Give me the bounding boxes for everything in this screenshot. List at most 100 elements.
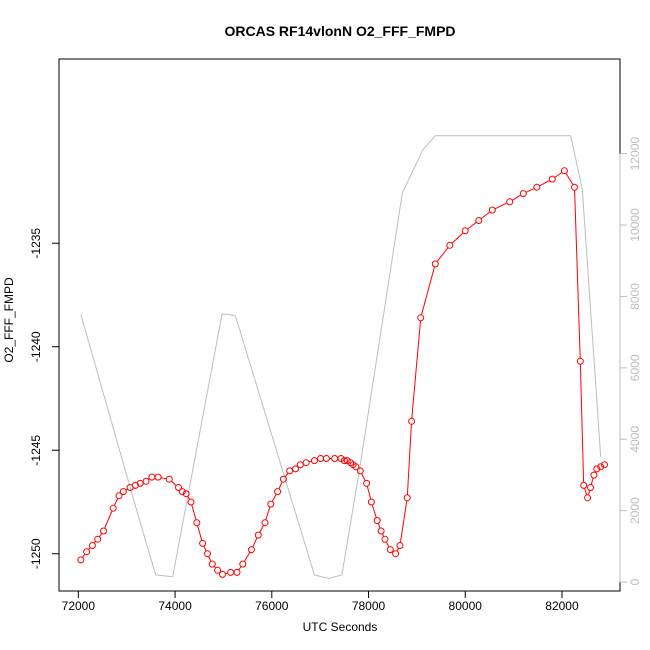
o2-point xyxy=(208,560,216,568)
o2-point xyxy=(488,206,496,214)
o2-point xyxy=(94,535,102,543)
o2-point xyxy=(377,527,385,535)
o2-line-segment xyxy=(366,486,372,500)
o2-line-segment xyxy=(208,556,212,562)
x-axis-label: UTC Seconds xyxy=(303,620,378,634)
x-tick-label: 74000 xyxy=(158,599,192,613)
o2-point xyxy=(396,542,404,549)
o2-point xyxy=(227,568,235,576)
o2-point xyxy=(417,314,425,322)
chart-title: ORCAS RF14vlonN O2_FFF_FMPD xyxy=(224,23,455,39)
y2-tick-label: 2000 xyxy=(628,497,642,524)
o2-line-segment xyxy=(590,477,594,485)
o2-line-segment xyxy=(113,498,119,506)
o2-line-segment xyxy=(98,533,103,538)
o2-line-segment xyxy=(385,541,390,548)
o2-line-segment xyxy=(82,553,86,558)
y2-axis: 0 2000 4000 6000 8000 10000 12000 xyxy=(619,137,642,585)
o2-point xyxy=(317,455,325,462)
o2-point xyxy=(182,490,190,498)
o2-line-segment xyxy=(161,477,167,480)
o2-point xyxy=(233,568,241,576)
o2-line-segment xyxy=(361,473,366,481)
y-tick-label: -1250 xyxy=(29,538,43,569)
o2-point xyxy=(296,461,304,469)
o2-point xyxy=(601,461,608,469)
o2-point xyxy=(88,542,96,549)
o2-point xyxy=(576,357,584,365)
o2-point xyxy=(148,473,156,481)
o2-point xyxy=(593,465,601,473)
o2-point xyxy=(219,570,226,578)
o2-point xyxy=(340,457,348,465)
o2-point xyxy=(408,417,416,425)
o2-point xyxy=(446,241,454,249)
y2-tick-label: 8000 xyxy=(628,283,642,310)
o2-point xyxy=(343,457,351,465)
x-tick-label: 78000 xyxy=(352,599,386,613)
o2-point xyxy=(367,498,375,506)
o2-line-segment xyxy=(539,180,550,187)
o2-line-segment xyxy=(494,202,508,210)
o2-point xyxy=(587,484,594,491)
o2-line-segment xyxy=(411,320,421,419)
y-tick-label: -1235 xyxy=(29,228,43,259)
o2-point xyxy=(77,556,85,564)
o2-line-segment xyxy=(104,510,113,529)
o2-point xyxy=(352,463,360,471)
o2-point xyxy=(109,504,117,512)
x-axis: 72000 74000 76000 78000 80000 82000 xyxy=(62,590,579,613)
o2-series xyxy=(77,167,608,578)
o2-line-segment xyxy=(377,523,381,529)
o2-point xyxy=(136,479,144,487)
y2-tick-label: 0 xyxy=(628,578,642,585)
o2-line-segment xyxy=(371,504,377,518)
o2-point xyxy=(590,471,598,479)
x-tick-label: 80000 xyxy=(449,599,483,613)
o2-point xyxy=(261,519,269,527)
o2-point xyxy=(214,566,222,574)
y2-tick-label: 4000 xyxy=(628,426,642,453)
o2-point xyxy=(175,484,182,491)
o2-line-segment xyxy=(259,525,265,533)
o2-line-segment xyxy=(238,566,242,571)
o2-point xyxy=(310,457,318,465)
o2-line-segment xyxy=(381,533,385,537)
o2-point xyxy=(475,217,483,224)
o2-point xyxy=(533,183,541,191)
o2-line-segment xyxy=(171,480,177,486)
o2-line-segment xyxy=(421,266,435,316)
o2-line-segment xyxy=(191,504,197,520)
o2-point xyxy=(154,473,162,481)
o2-point xyxy=(142,477,150,485)
o2-point xyxy=(519,190,527,198)
o2-point xyxy=(165,475,173,483)
o2-point xyxy=(356,467,364,475)
o2-line-segment xyxy=(579,364,585,483)
o2-point xyxy=(239,560,247,568)
o2-point xyxy=(119,488,127,496)
o2-line-segment xyxy=(265,506,271,520)
o2-line-segment xyxy=(565,173,574,186)
o2-point xyxy=(302,459,310,467)
o2-line-segment xyxy=(271,494,277,502)
o2-line-segment xyxy=(451,232,464,244)
y2-tick-label: 10000 xyxy=(628,208,642,242)
o2-line-segment xyxy=(203,545,207,552)
o2-point xyxy=(322,455,330,462)
o2-line-segment xyxy=(554,172,563,178)
x-tick-label: 82000 xyxy=(545,599,579,613)
o2-line-segment xyxy=(480,211,491,219)
o2-point xyxy=(292,465,299,473)
o2-point xyxy=(115,492,123,500)
o2-line-segment xyxy=(406,424,412,495)
o2-point xyxy=(83,548,91,556)
y2-tick-label: 12000 xyxy=(628,137,642,171)
o2-point xyxy=(571,183,578,191)
y-tick-label: -1245 xyxy=(29,435,43,466)
o2-line-segment xyxy=(278,481,283,490)
o2-point xyxy=(248,546,255,554)
o2-point xyxy=(403,494,411,502)
o2-line-segment xyxy=(436,247,449,262)
o2-line-segment xyxy=(284,472,289,478)
